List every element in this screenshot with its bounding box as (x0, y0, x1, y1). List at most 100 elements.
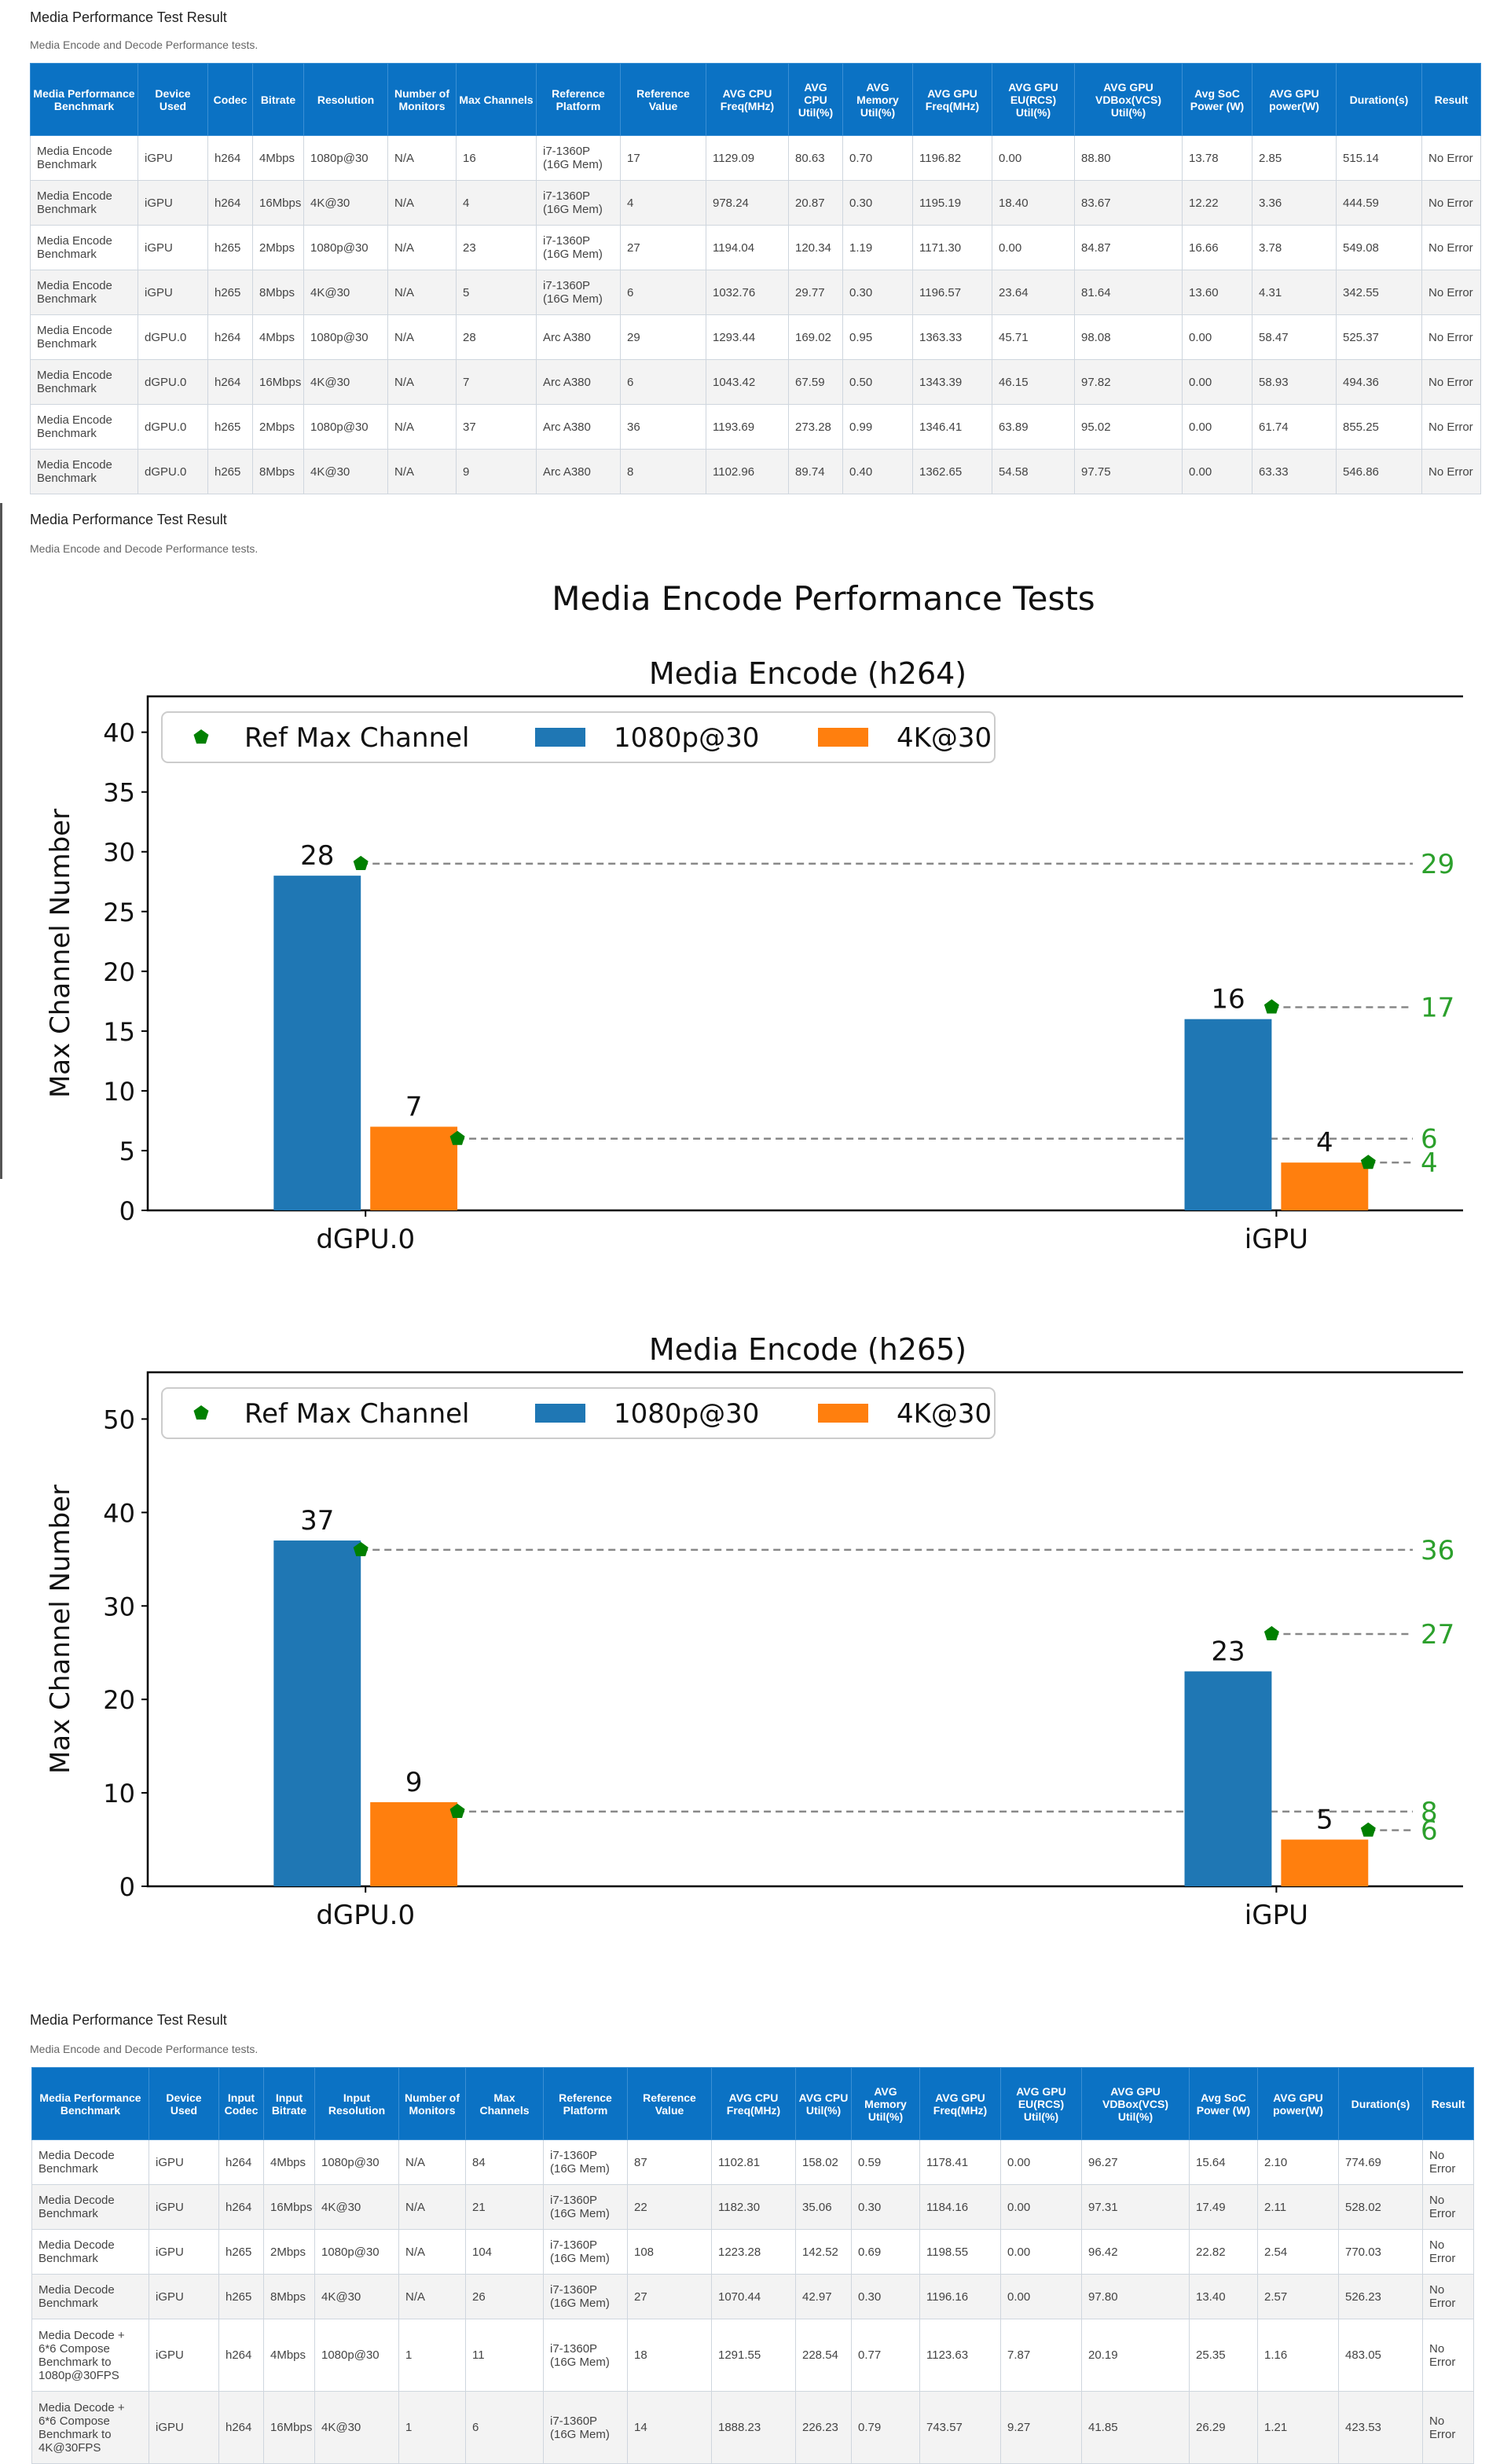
legend-swatch-4k (818, 728, 868, 747)
table-cell: 63.89 (992, 404, 1075, 450)
column-header: AVG CPU Util(%) (795, 2067, 852, 2140)
table-cell: 2Mbps (263, 2229, 315, 2275)
column-header: Resolution (303, 63, 388, 136)
table-row: Media Decode Benchmark iGPU h264 4Mbps 1080p… (31, 2139, 1474, 2185)
table-cell: 96.42 (1081, 2229, 1190, 2275)
table-cell: h264 (218, 2391, 264, 2464)
table-cell: dGPU.0 (138, 359, 208, 405)
table-cell: 1.21 (1257, 2391, 1339, 2464)
y-tick-label: 0 (119, 1196, 135, 1226)
table-cell: 4K@30 (314, 2184, 399, 2230)
table-cell: 549.08 (1336, 225, 1422, 270)
table-cell: 4 (620, 180, 706, 226)
table-cell: 9 (456, 449, 537, 494)
table-cell: 29 (620, 314, 706, 360)
table-row: Media Decode Benchmark iGPU h264 16Mbps 4K@3… (31, 2184, 1474, 2230)
table-row: Media Decode + 6*6 Compose Benchmark to … (31, 2319, 1474, 2392)
table-cell: h264 (218, 2184, 264, 2230)
table-cell: 54.58 (992, 449, 1075, 494)
table-cell: 528.02 (1338, 2184, 1423, 2230)
table-cell: 58.47 (1252, 314, 1337, 360)
y-tick-label: 35 (103, 778, 135, 808)
column-header: Reference Value (620, 63, 706, 136)
table-cell: 169.02 (788, 314, 843, 360)
table-cell: 104 (465, 2229, 544, 2275)
table-cell: Media Encode Benchmark (30, 180, 138, 226)
table-cell: 4K@30 (303, 180, 388, 226)
column-header: AVG CPU Util(%) (788, 63, 843, 136)
reference-value-label: 27 (1421, 1619, 1454, 1651)
table-cell: N/A (387, 359, 457, 405)
table-cell: 13.78 (1182, 135, 1252, 181)
table-row: Media Encode Benchmark dGPU.0 h265 8Mbps 4K@… (30, 449, 1481, 494)
table-cell: 6 (465, 2391, 544, 2464)
table-cell: 1080p@30 (314, 2229, 399, 2275)
table-cell: 97.80 (1081, 2274, 1190, 2319)
table-cell: No Error (1422, 2319, 1474, 2392)
y-tick-label: 5 (119, 1137, 135, 1166)
table-cell: 2.57 (1257, 2274, 1339, 2319)
page-divider (0, 503, 2, 1179)
table-cell: 1223.28 (711, 2229, 796, 2275)
table-cell: 0.00 (1182, 404, 1252, 450)
table-cell: 1080p@30 (303, 135, 388, 181)
table-cell: 20.87 (788, 180, 843, 226)
table-cell: i7-1360P (16G Mem) (543, 2184, 628, 2230)
y-tick-label: 0 (119, 1872, 135, 1902)
legend-marker-ref (193, 1405, 209, 1420)
table-cell: No Error (1421, 404, 1481, 450)
table-cell: h265 (207, 270, 253, 315)
column-header: AVG GPU Freq(MHz) (919, 2067, 1001, 2140)
column-header: Avg SoC Power (W) (1189, 2067, 1258, 2140)
table-cell: No Error (1421, 180, 1481, 226)
table-cell: 1196.82 (912, 135, 992, 181)
table-cell: N/A (387, 225, 457, 270)
legend-swatch-1080p (535, 728, 585, 747)
table-cell: 41.85 (1081, 2391, 1190, 2464)
column-header: AVG CPU Freq(MHz) (711, 2067, 796, 2140)
table-row: Media Decode Benchmark iGPU h265 8Mbps 4K@30… (31, 2274, 1474, 2319)
table-cell: 4K@30 (303, 270, 388, 315)
table-cell: 0.99 (842, 404, 913, 450)
table-cell: 1080p@30 (303, 225, 388, 270)
column-header: Reference Value (627, 2067, 712, 2140)
table-cell: 1195.19 (912, 180, 992, 226)
reference-value-label: 6 (1421, 1124, 1438, 1155)
table-cell: 1888.23 (711, 2391, 796, 2464)
table-cell: 0.69 (851, 2229, 920, 2275)
y-axis-label: Max Channel Number (45, 1485, 76, 1774)
table-cell: No Error (1421, 135, 1481, 181)
table-cell: dGPU.0 (138, 404, 208, 450)
table-cell: No Error (1422, 2391, 1474, 2464)
table-cell: 4 (456, 180, 537, 226)
table-cell: 7.87 (1000, 2319, 1082, 2392)
table-cell: N/A (387, 314, 457, 360)
bar-1080p (1184, 1019, 1272, 1210)
table-cell: No Error (1421, 314, 1481, 360)
y-tick-label: 15 (103, 1017, 135, 1047)
encode-results-table: Media Performance Benchmark Device Used Co… (30, 63, 1481, 494)
table-cell: 14 (627, 2391, 712, 2464)
table-cell: 0.30 (842, 270, 913, 315)
table-cell: 1194.04 (706, 225, 789, 270)
column-header: Reference Platform (543, 2067, 628, 2140)
x-tick-label: iGPU (1245, 1900, 1308, 1931)
table-cell: 4Mbps (252, 314, 304, 360)
table-cell: 97.75 (1074, 449, 1183, 494)
table-cell: N/A (398, 2229, 466, 2275)
table-cell: h264 (218, 2139, 264, 2185)
legend-swatch-1080p (535, 1404, 585, 1423)
table-cell: h265 (207, 449, 253, 494)
chart-h265: Media Encode (h265) 0 10 20 30 40 50 Max Channe… (45, 1332, 1469, 1931)
table-cell: 1080p@30 (303, 314, 388, 360)
table-cell: 26 (465, 2274, 544, 2319)
reference-marker (449, 1130, 465, 1145)
table-cell: 13.40 (1189, 2274, 1258, 2319)
column-header: Reference Platform (536, 63, 621, 136)
column-header: Max Channels (465, 2067, 544, 2140)
legend-label: 4K@30 (897, 722, 992, 754)
table-row: Media Decode + 6*6 Compose Benchmark to … (31, 2391, 1474, 2464)
table-cell: 26.29 (1189, 2391, 1258, 2464)
table-cell: Media Encode Benchmark (30, 225, 138, 270)
table-cell: iGPU (149, 2184, 219, 2230)
